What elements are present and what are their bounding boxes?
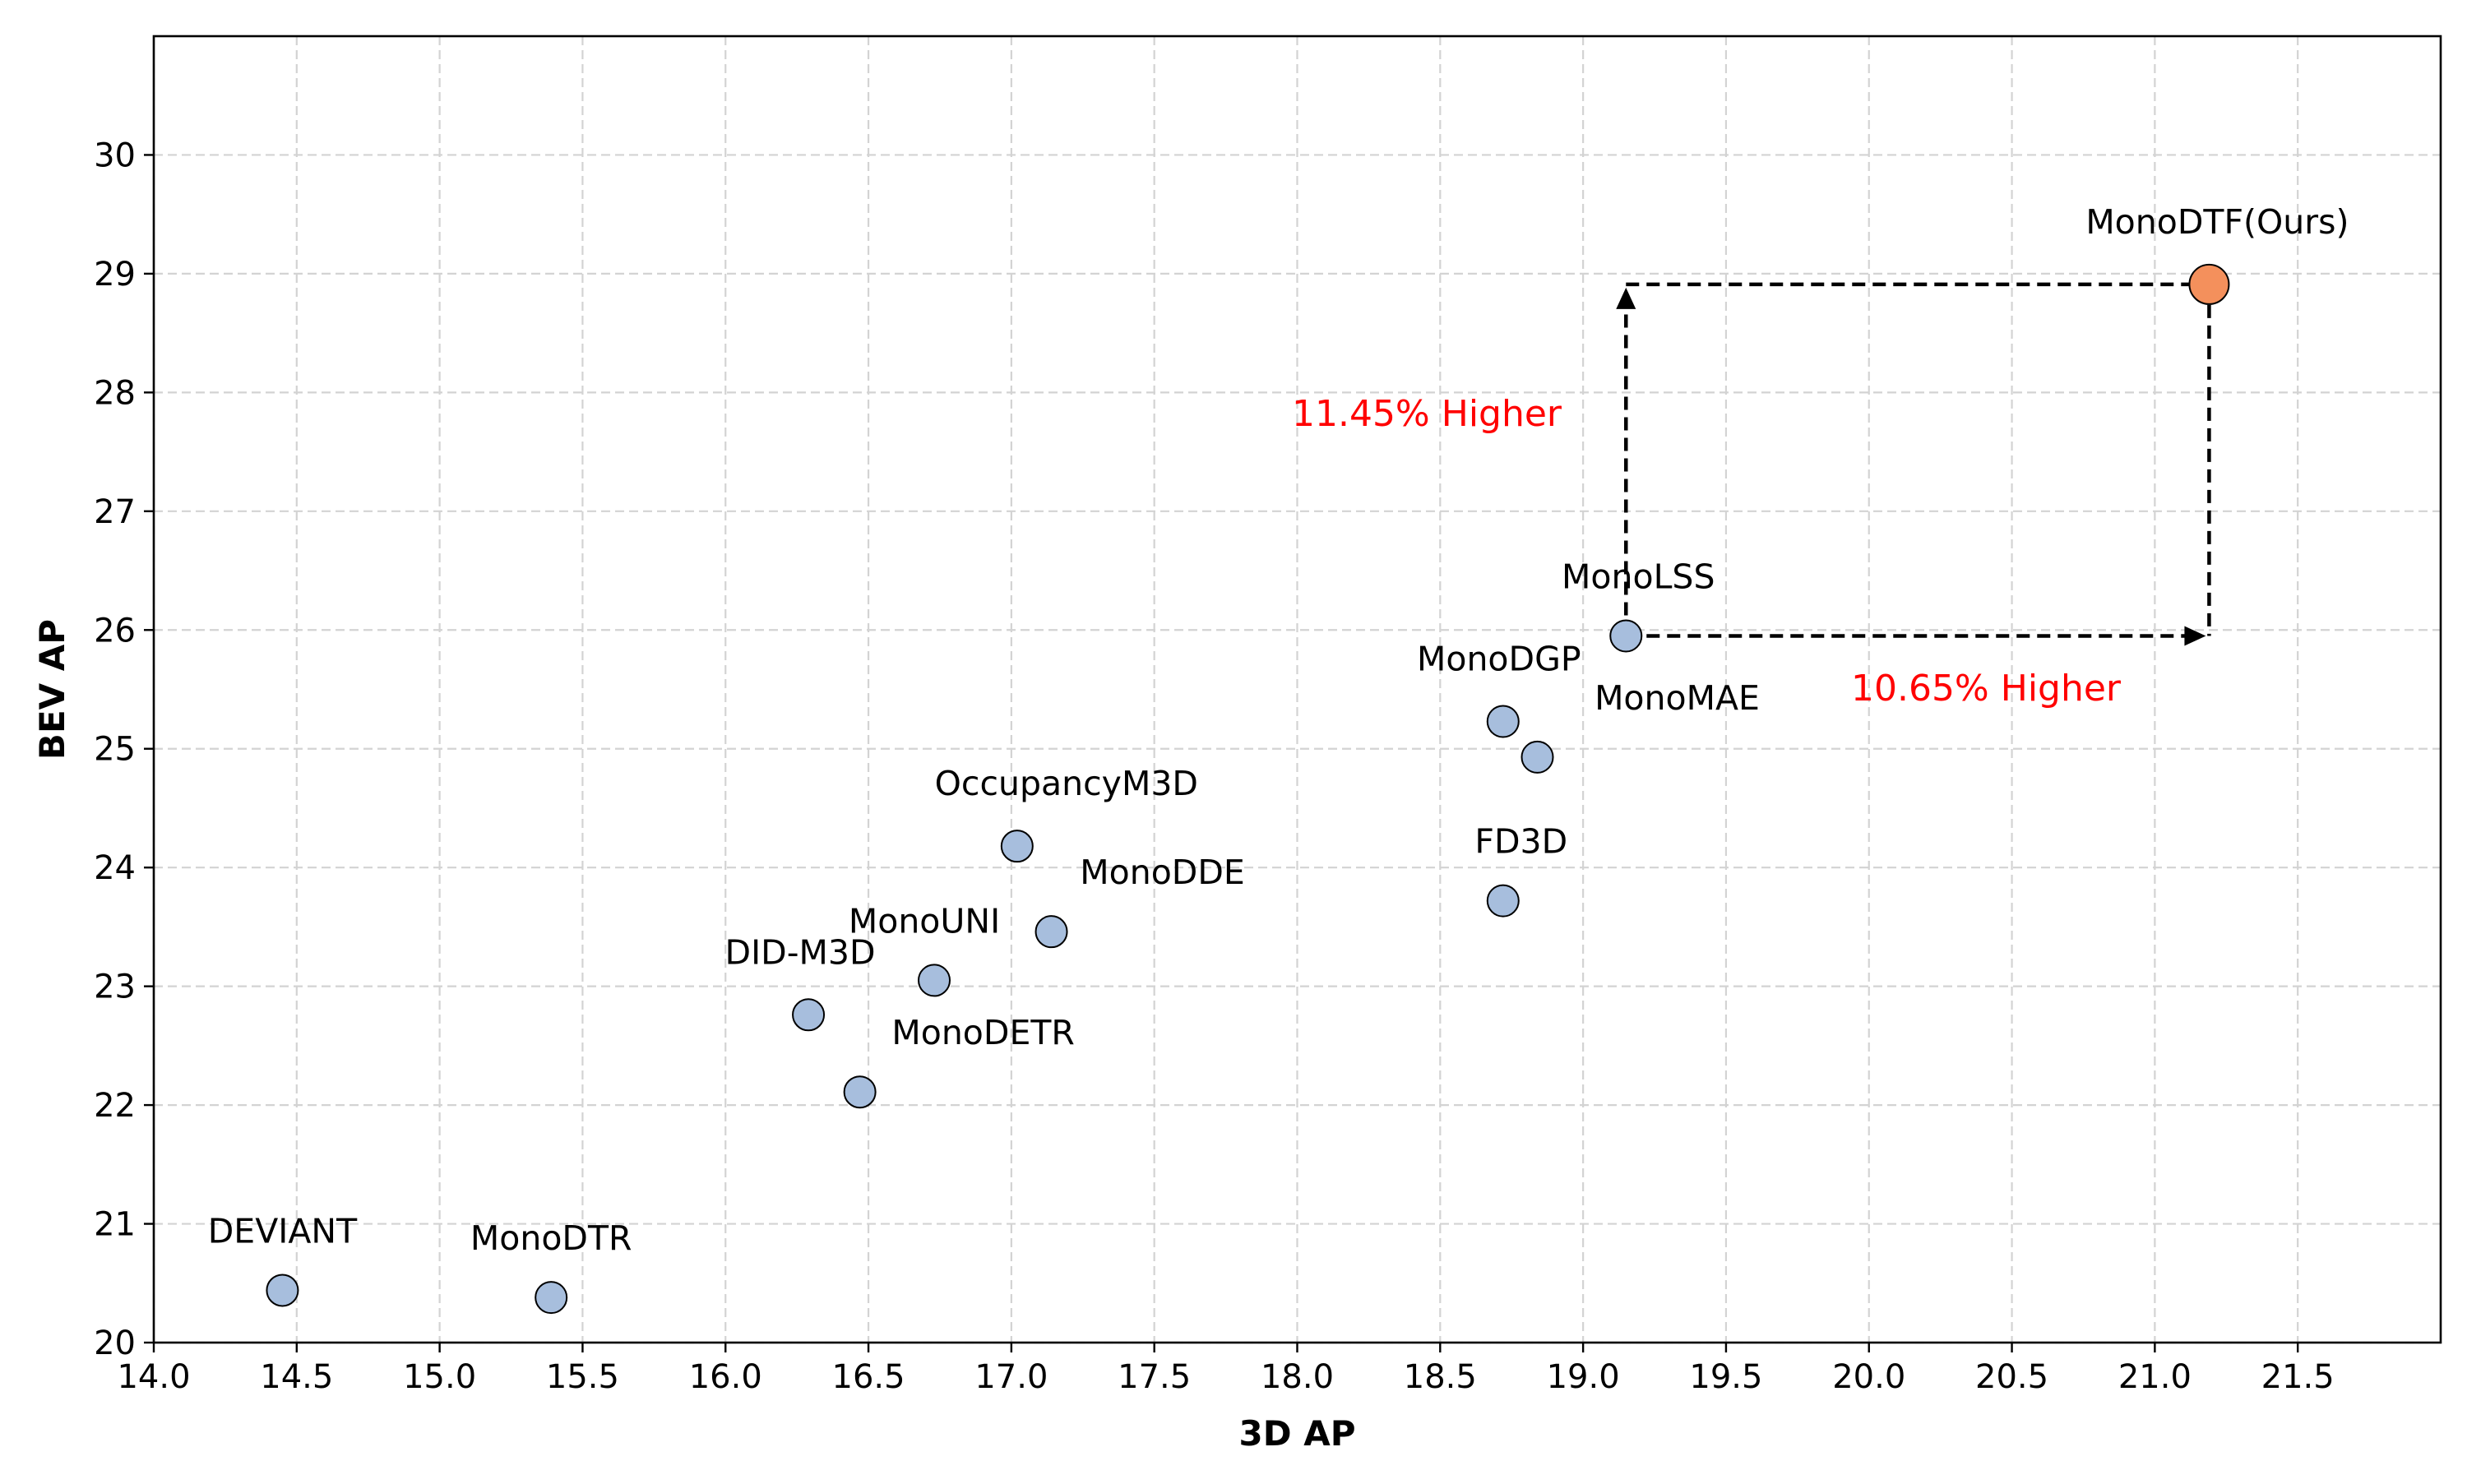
point-monodetr (843, 1075, 877, 1109)
x-tick-label: 18.0 (1261, 1358, 1334, 1396)
label-monodetr: MonoDETR (891, 1013, 1075, 1052)
point-labels: DEVIANT MonoDTR DID-M3D MonoDETR MonoUNI Occu… (208, 202, 2349, 1258)
x-tick-label: 16.5 (832, 1358, 905, 1396)
label-fd3d: FD3D (1474, 822, 1567, 862)
x-tick-label: 18.5 (1404, 1358, 1477, 1396)
point-deviant (266, 1274, 299, 1307)
label-occupancym3d: OccupancyM3D (935, 764, 1198, 803)
right-arrowhead-icon (2184, 626, 2206, 646)
x-tick-label: 21.0 (2118, 1358, 2192, 1396)
x-tick-label: 21.5 (2261, 1358, 2335, 1396)
y-tick-label: 22 (94, 1087, 136, 1125)
point-monouni (918, 964, 951, 997)
label-monodde: MonoDDE (1080, 853, 1245, 892)
label-monodtf-ours: MonoDTF(Ours) (2085, 202, 2349, 242)
point-occupancym3d (1000, 830, 1034, 863)
x-tick-label: 19.5 (1689, 1358, 1762, 1396)
point-monodgp (1486, 705, 1520, 738)
x-tick-label: 16.0 (689, 1358, 762, 1396)
improvement-guides (1616, 282, 2211, 646)
label-deviant: DEVIANT (208, 1211, 358, 1251)
y-tick-label: 23 (94, 969, 136, 1006)
y-tick-label: 30 (94, 136, 136, 174)
x-tick-label: 19.0 (1547, 1358, 1620, 1396)
x-tick-label: 17.5 (1118, 1358, 1191, 1396)
label-monouni: MonoUNI (849, 901, 1000, 941)
y-tick-label: 25 (94, 731, 136, 769)
y-tick-label: 20 (94, 1325, 136, 1362)
up-arrowhead-icon (1616, 287, 1636, 309)
y-tick-label: 21 (94, 1206, 136, 1244)
x-tick-label: 15.0 (403, 1358, 476, 1396)
y-tick-label: 27 (94, 493, 136, 531)
label-did-m3d: DID-M3D (725, 932, 876, 972)
point-monodtr (535, 1281, 568, 1315)
plot-frame (152, 35, 2442, 1344)
point-monodtf-ours (2188, 263, 2230, 305)
label-monolss: MonoLSS (1562, 557, 1715, 596)
point-monodde (1034, 915, 1068, 949)
data-points (266, 263, 2230, 1315)
point-monomae (1520, 740, 1554, 774)
x-tick-label: 14.0 (117, 1358, 190, 1396)
x-tick-label: 15.5 (546, 1358, 619, 1396)
y-tick-label: 24 (94, 849, 136, 887)
label-monomae: MonoMAE (1595, 678, 1760, 718)
label-monodtr: MonoDTR (470, 1218, 632, 1258)
y-axis-title: BEV AP (32, 619, 72, 760)
axis-ticks: 14.0 14.5 15.0 15.5 16.0 16.5 17.0 17.5 18.0 18.5… (94, 136, 2335, 1396)
point-fd3d (1486, 884, 1520, 918)
y-tick-label: 28 (94, 374, 136, 412)
y-tick-label: 26 (94, 612, 136, 650)
y-tick-label: 29 (94, 256, 136, 294)
point-did-m3d (792, 998, 826, 1032)
x-tick-label: 20.0 (1832, 1358, 1905, 1396)
3d-improvement-annotation: 10.65% Higher (1851, 668, 2122, 710)
bev-improvement-annotation: 11.45% Higher (1292, 393, 1562, 435)
x-tick-label: 17.0 (974, 1358, 1048, 1396)
label-monodgp: MonoDGP (1417, 640, 1581, 679)
x-tick-label: 14.5 (260, 1358, 333, 1396)
x-tick-label: 20.5 (1975, 1358, 2048, 1396)
x-axis-title: 3D AP (1239, 1413, 1356, 1454)
point-monolss (1609, 619, 1643, 653)
